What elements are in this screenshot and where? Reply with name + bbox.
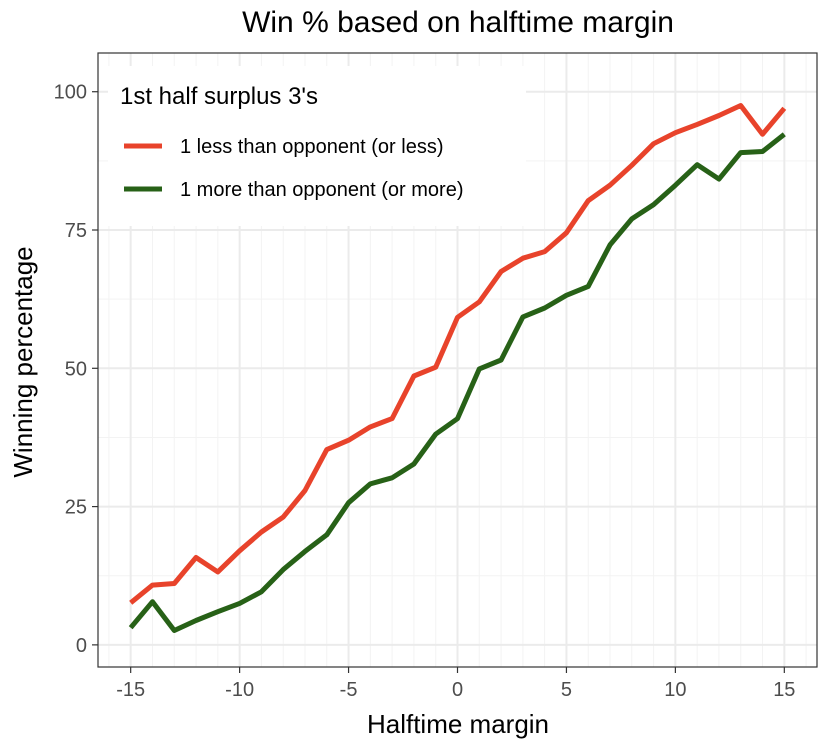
legend-label-more: 1 more than opponent (or more) — [180, 179, 464, 201]
y-tick-label: 100 — [54, 82, 87, 104]
y-axis-title: Winning percentage — [8, 246, 38, 477]
x-tick-label: -5 — [340, 679, 358, 701]
y-axis: 0 25 50 75 100 — [54, 82, 98, 657]
x-tick-label: 10 — [664, 679, 686, 701]
legend: 1st half surplus 3's 1 less than opponen… — [108, 66, 526, 226]
x-tick-label: 0 — [452, 679, 463, 701]
legend-label-less: 1 less than opponent (or less) — [180, 136, 444, 158]
x-tick-label: -10 — [225, 679, 254, 701]
legend-background — [108, 66, 526, 226]
y-tick-label: 25 — [65, 497, 87, 519]
chart-title: Win % based on halftime margin — [242, 6, 674, 39]
legend-title: 1st half surplus 3's — [120, 83, 318, 110]
y-tick-label: 0 — [76, 635, 87, 657]
x-tick-label: 15 — [773, 679, 795, 701]
y-tick-label: 75 — [65, 220, 87, 242]
series-line-less — [129, 103, 787, 605]
x-tick-label: 5 — [561, 679, 572, 701]
series-lines — [128, 103, 787, 633]
x-axis-title: Halftime margin — [367, 709, 549, 739]
y-tick-label: 50 — [65, 358, 87, 380]
x-axis: -15 -10 -5 0 5 10 15 — [116, 667, 795, 701]
x-tick-label: -15 — [116, 679, 145, 701]
series-line-more — [128, 132, 786, 633]
